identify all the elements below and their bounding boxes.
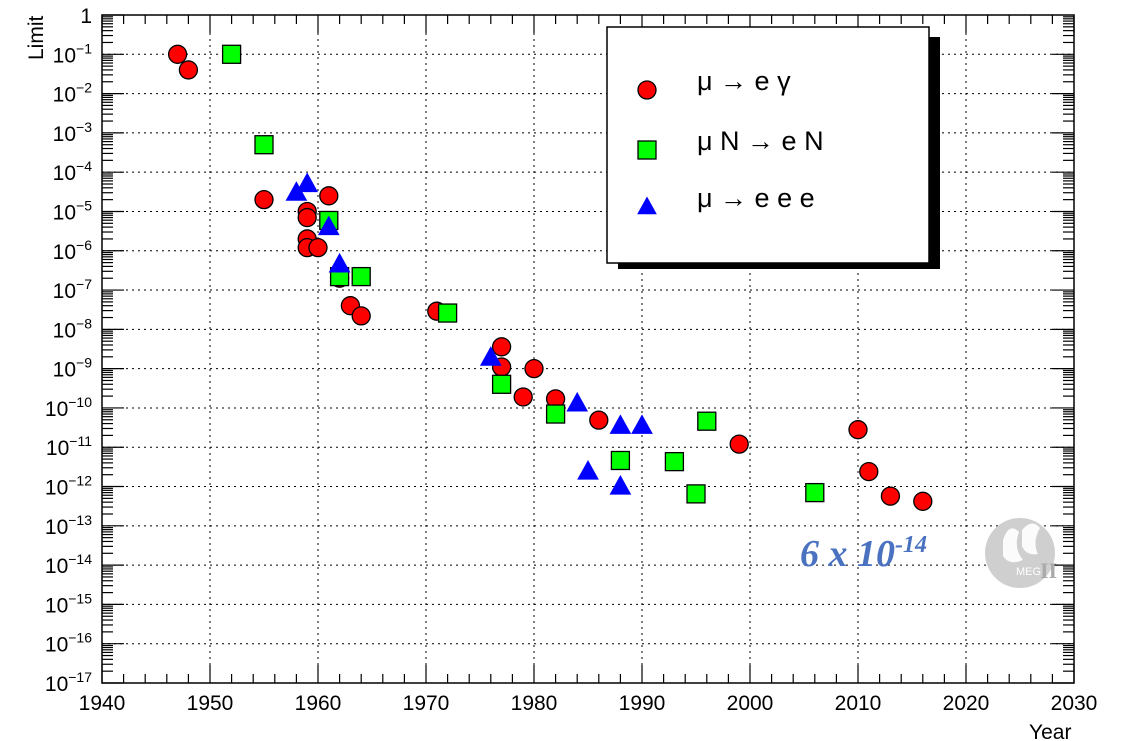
data-point-circle (513, 387, 533, 407)
plot-frame (101, 14, 1075, 684)
data-point-circle (491, 337, 512, 357)
data-point-circle (308, 238, 328, 258)
data-point-circle (848, 420, 868, 440)
series-square (221, 44, 825, 504)
data-point-circle (880, 486, 901, 506)
data-point-circle (859, 461, 879, 482)
legend-marker-triangle (637, 196, 657, 215)
y-tick-label: 10−16 (45, 630, 92, 657)
y-tick-label: 10−9 (53, 355, 93, 382)
data-point-circle (351, 306, 371, 326)
logo-ii-text: II (1040, 558, 1057, 583)
legend-entry: μ → e γ (637, 66, 791, 100)
data-point-triangle (479, 346, 502, 366)
x-tick-label: 2020 (943, 692, 990, 715)
data-point-square (664, 451, 685, 472)
y-tick-label: 10−4 (53, 158, 93, 185)
data-point-circle (254, 189, 274, 210)
data-point-triangle (317, 215, 340, 236)
svg-text:6 x 10-14: 6 x 10-14 (800, 532, 927, 575)
legend-label: μ → e γ (697, 66, 791, 96)
data-point-triangle (577, 460, 599, 480)
data-point-square (610, 450, 631, 471)
data-point-circle (319, 186, 339, 206)
y-tick-label: 10−3 (53, 119, 93, 146)
data-point-square (221, 44, 242, 64)
data-point-square (351, 266, 371, 287)
x-tick-label: 1950 (187, 692, 234, 715)
y-tick-label: 10−7 (53, 276, 93, 303)
data-point-square (491, 374, 512, 394)
x-tick-labels: 1940 1950 1960 1970 1980 1990 2000 2010 2020 2030 (79, 692, 1098, 715)
y-tick-label: 10−12 (45, 473, 92, 500)
data-point-circle (297, 207, 317, 228)
x-axis-title: Year (1029, 721, 1071, 741)
data-point-triangle (609, 474, 632, 495)
y-tick-label: 10−8 (53, 315, 93, 342)
legend-label: μ → e e e (697, 183, 815, 213)
data-point-circle (524, 358, 544, 379)
logo-meg-text: MEG (1016, 566, 1041, 578)
x-tick-label: 2000 (727, 692, 774, 715)
y-tick-labels: 10−1710−1610−1510−1410−1310−1210−1110−10… (45, 5, 92, 696)
legend-entry: μ N → e N (637, 126, 824, 160)
annotation-base: 6 x 10 (800, 533, 895, 575)
y-tick-label: 1 (80, 5, 92, 28)
data-point-square (805, 482, 825, 503)
y-axis-title: Limit (25, 15, 48, 60)
y-tick-label: 10−1 (53, 40, 93, 67)
x-tick-label: 1980 (511, 692, 558, 715)
data-point-square (254, 135, 274, 155)
y-tick-label: 10−17 (45, 669, 92, 696)
axis-ticks (101, 14, 1075, 684)
data-point-triangle (631, 414, 653, 434)
y-tick-label: 10−6 (53, 237, 93, 264)
series-circle (167, 44, 933, 511)
data-point-triangle (296, 172, 319, 193)
data-point-circle (729, 434, 749, 454)
y-tick-label: 10−10 (45, 394, 92, 421)
series-triangle (285, 172, 653, 495)
legend-marker-circle (637, 80, 657, 100)
legend-label: μ N → e N (697, 126, 824, 156)
y-tick-label: 10−5 (53, 197, 93, 224)
meg-ii-logo: MEG II (985, 518, 1057, 588)
x-tick-label: 1940 (79, 692, 126, 715)
x-tick-label: 1970 (403, 692, 450, 715)
y-tick-label: 10−11 (46, 433, 92, 460)
data-point-triangle (609, 414, 632, 434)
axes (101, 14, 1075, 684)
legend-marker-square (637, 140, 657, 160)
data-point-square (697, 411, 717, 431)
x-tick-label: 1990 (619, 692, 666, 715)
legend-entry: μ → e e e (637, 183, 815, 215)
data-point-circle (589, 410, 609, 430)
y-tick-label: 10−13 (45, 512, 92, 539)
limit-annotation: 6 x 10-14 (800, 532, 927, 575)
data-point-square (545, 404, 566, 424)
y-tick-label: 10−14 (45, 551, 92, 578)
y-tick-label: 10−15 (45, 590, 92, 617)
x-tick-label: 1960 (295, 692, 342, 715)
x-tick-label: 2010 (835, 692, 882, 715)
data-point-square (686, 484, 706, 504)
data-point-triangle (328, 252, 351, 273)
y-tick-label: 10−2 (53, 80, 93, 107)
legend: μ → e γ μ N → e N μ → e e e (606, 26, 940, 269)
data-point-square (437, 303, 458, 323)
data-point-circle (178, 60, 199, 80)
data-points (167, 44, 933, 511)
data-point-triangle (566, 391, 589, 412)
data-point-circle (167, 44, 188, 64)
legend-box (606, 26, 930, 264)
x-tick-label: 2030 (1051, 692, 1098, 715)
annotation-exponent: -14 (895, 532, 927, 558)
data-point-circle (913, 491, 933, 511)
